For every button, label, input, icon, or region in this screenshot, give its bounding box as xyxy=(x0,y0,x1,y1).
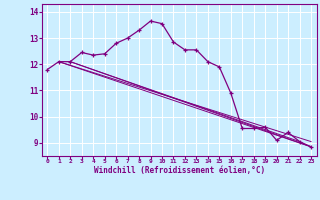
X-axis label: Windchill (Refroidissement éolien,°C): Windchill (Refroidissement éolien,°C) xyxy=(94,166,265,175)
